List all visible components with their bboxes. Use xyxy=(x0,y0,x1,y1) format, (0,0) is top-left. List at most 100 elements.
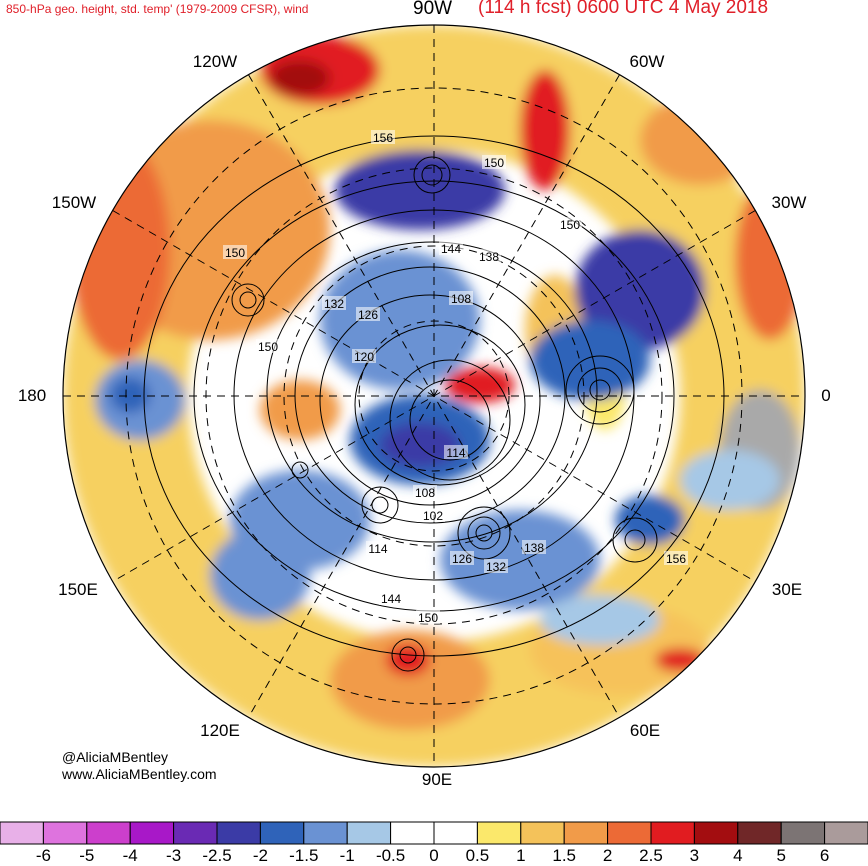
longitude-label-30w: 30W xyxy=(771,193,807,212)
colorbar-swatch xyxy=(607,821,652,845)
contour-label: 108 xyxy=(415,486,435,500)
contour-label: 150 xyxy=(560,218,580,232)
contour-label-bg xyxy=(413,485,437,499)
longitude-label-0: 0 xyxy=(821,386,831,405)
colorbar xyxy=(0,821,868,845)
colorbar-tick-label: 4 xyxy=(733,846,743,865)
colorbar-tick-label: -2 xyxy=(252,846,268,865)
contour-label: 126 xyxy=(358,308,378,322)
colorbar-tick-label: 0 xyxy=(429,846,439,865)
colorbar-swatch xyxy=(42,821,88,845)
colorbar-tick-label: -4 xyxy=(122,846,138,865)
longitude-label-30e: 30E xyxy=(771,580,803,599)
contour-label-bg xyxy=(449,291,473,305)
map-disc xyxy=(63,25,805,767)
colorbar-tick-label: -3 xyxy=(166,846,182,865)
colorbar-swatch xyxy=(563,821,609,845)
colorbar-swatch xyxy=(303,821,348,845)
contour-label-bg xyxy=(482,155,506,169)
contour-label-bg xyxy=(256,339,280,353)
contour-label: 144 xyxy=(381,592,401,606)
colorbar-tick-label: -1.5 xyxy=(289,846,319,865)
colorbar-swatch xyxy=(476,821,522,845)
credit-website: www.AliciaMBentley.com xyxy=(62,766,217,782)
colorbar-swatch xyxy=(0,821,44,845)
contour-label-bg xyxy=(366,541,390,555)
colorbar-swatch xyxy=(346,821,392,845)
colorbar-tick-label: -5 xyxy=(79,846,95,865)
colorbar-swatch xyxy=(173,821,218,845)
longitude-label-60e: 60E xyxy=(629,721,661,740)
contour-label-bg xyxy=(322,296,346,310)
map-border xyxy=(62,24,806,768)
longitude-label-150e: 150E xyxy=(58,580,98,599)
colorbar-tick-label: -2.5 xyxy=(202,846,232,865)
contour-label: 120 xyxy=(354,350,374,364)
longitude-label-60w: 60W xyxy=(629,52,665,71)
credit-twitter: @AliciaMBentley xyxy=(62,749,169,765)
contour-label-bg xyxy=(416,610,440,624)
longitude-label-120e: 120E xyxy=(200,721,240,740)
contour-label: 144 xyxy=(441,242,461,256)
contour-label: 138 xyxy=(479,250,499,264)
contour-label: 126 xyxy=(452,552,472,566)
colorbar-swatch xyxy=(259,821,305,845)
colorbar-tick-label: 1 xyxy=(516,846,526,865)
colorbar-swatch xyxy=(824,821,868,845)
colorbar-swatch xyxy=(86,821,131,845)
graticule xyxy=(63,25,805,767)
contour-label-bg xyxy=(477,249,501,263)
contour-label-bg xyxy=(444,445,468,459)
longitude-label-150w: 150W xyxy=(51,193,97,212)
contour-label: 132 xyxy=(486,560,506,574)
longitude-label-90e: 90E xyxy=(421,770,453,789)
contour-label: 156 xyxy=(666,552,686,566)
contour-label-bg xyxy=(664,551,688,565)
contour-label-bg xyxy=(352,349,376,363)
colorbar-swatch xyxy=(520,821,565,845)
contour-label: 150 xyxy=(418,611,438,625)
contour-label-bg xyxy=(450,551,474,565)
contour-label: 150 xyxy=(258,340,278,354)
contour-label: 114 xyxy=(446,446,465,460)
colorbar-swatch xyxy=(780,821,826,845)
contour-label-bg xyxy=(484,559,508,573)
colorbar-tick-label: 2 xyxy=(602,846,613,865)
top-longitude-label: 90W xyxy=(413,0,453,19)
contour-label-bg xyxy=(223,245,247,259)
contour-label: 156 xyxy=(373,131,393,145)
colorbar-tick-label: 1.5 xyxy=(552,846,577,865)
colorbar-tick-label: 0.5 xyxy=(465,846,490,865)
colorbar-swatch xyxy=(737,821,782,845)
forecast-time-label: (114 h fcst) 0600 UTC 4 May 2018 xyxy=(478,0,769,18)
colorbar-tick-label: -1 xyxy=(339,846,355,865)
colorbar-swatch xyxy=(693,821,739,845)
contour-label: 138 xyxy=(524,541,544,555)
contour-label-bg xyxy=(356,307,380,321)
contour-label-bg xyxy=(522,540,546,554)
colorbar-tick-label: 2.5 xyxy=(639,846,663,865)
colorbar-swatch xyxy=(129,821,175,845)
contour-label: 114 xyxy=(368,542,387,556)
colorbar-labels: -6 -5 -4 -3 -2.5 -2 -1.5 -1 -0.5 0 0.5 1 1.5 2 2.5 3 4 5 6 xyxy=(0,846,868,866)
longitude-label-120w: 120W xyxy=(192,52,238,71)
colorbar-tick-label: 6 xyxy=(819,846,830,865)
contour-label: 150 xyxy=(225,246,245,260)
colorbar-swatch xyxy=(433,821,478,845)
contour-label: 108 xyxy=(451,292,471,306)
chart-title: 850-hPa geo. height, std. temp' (1979-20… xyxy=(6,2,309,16)
contour-label: 132 xyxy=(324,297,344,311)
contour-label-bg xyxy=(371,130,395,144)
colorbar-tick-label: -0.5 xyxy=(375,846,406,865)
longitude-label-180: 180 xyxy=(17,386,47,405)
colorbar-swatch xyxy=(216,821,261,845)
colorbar-tick-label: 5 xyxy=(776,846,786,865)
contour-label-bg xyxy=(421,508,445,522)
contour-label-bg xyxy=(379,591,403,605)
contour-label-bg xyxy=(439,241,463,255)
contour-label: 150 xyxy=(484,156,504,170)
contour-label: 102 xyxy=(423,509,443,523)
contour-label-bg xyxy=(558,217,582,231)
